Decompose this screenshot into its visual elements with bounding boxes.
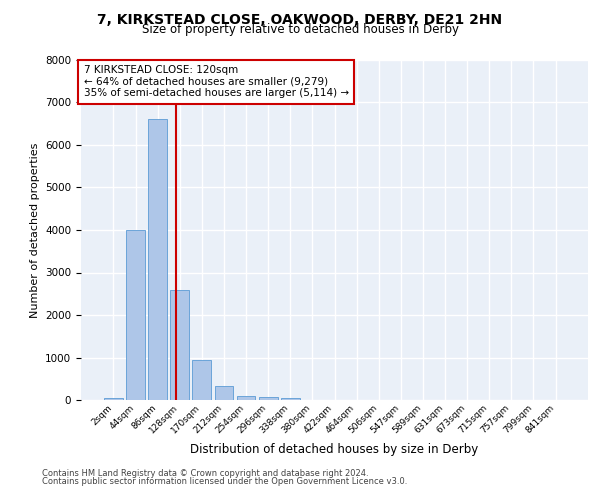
X-axis label: Distribution of detached houses by size in Derby: Distribution of detached houses by size … — [190, 443, 479, 456]
Bar — [104, 398, 123, 400]
Text: 7 KIRKSTEAD CLOSE: 120sqm
← 64% of detached houses are smaller (9,279)
35% of se: 7 KIRKSTEAD CLOSE: 120sqm ← 64% of detac… — [83, 65, 349, 98]
Bar — [170, 290, 189, 400]
Bar — [193, 360, 211, 400]
Bar — [215, 386, 233, 400]
Bar — [236, 396, 256, 400]
Bar — [126, 230, 145, 400]
Bar — [148, 120, 167, 400]
Bar — [259, 396, 278, 400]
Text: Contains public sector information licensed under the Open Government Licence v3: Contains public sector information licen… — [42, 477, 407, 486]
Text: Size of property relative to detached houses in Derby: Size of property relative to detached ho… — [142, 22, 458, 36]
Text: Contains HM Land Registry data © Crown copyright and database right 2024.: Contains HM Land Registry data © Crown c… — [42, 468, 368, 477]
Bar — [281, 398, 299, 400]
Text: 7, KIRKSTEAD CLOSE, OAKWOOD, DERBY, DE21 2HN: 7, KIRKSTEAD CLOSE, OAKWOOD, DERBY, DE21… — [97, 12, 503, 26]
Y-axis label: Number of detached properties: Number of detached properties — [29, 142, 40, 318]
